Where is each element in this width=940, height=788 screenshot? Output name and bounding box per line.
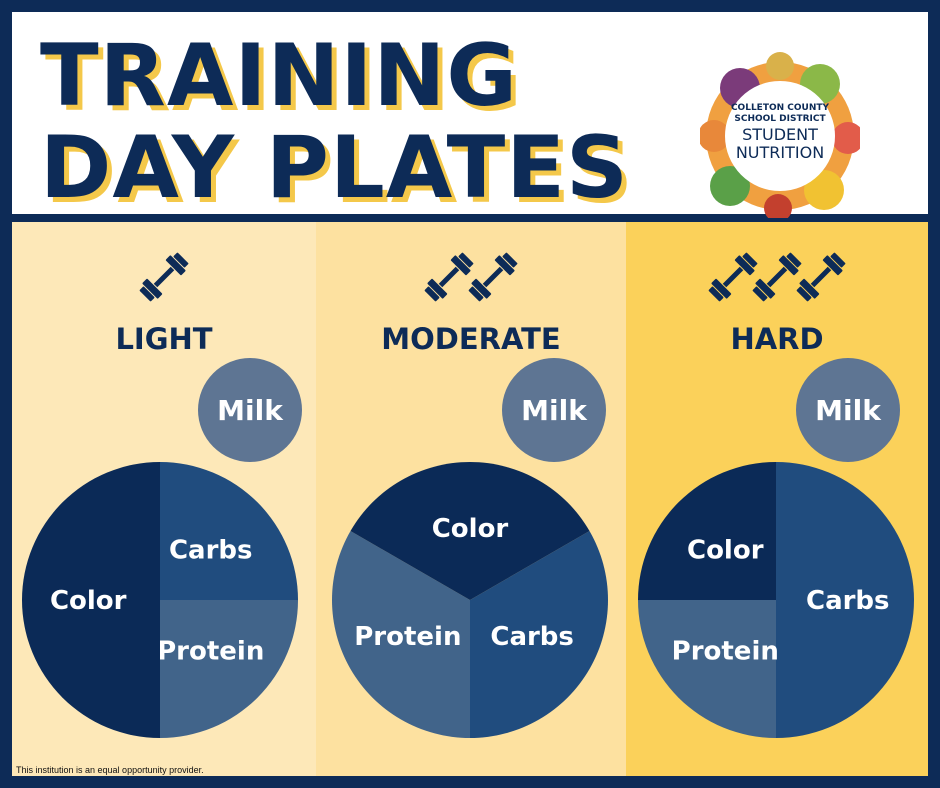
dumbbell-icon (752, 252, 802, 302)
pie-slice-protein (331, 531, 470, 738)
level-title: LIGHT (115, 322, 213, 356)
pie-label-carbs: Carbs (169, 535, 253, 565)
pie-slice-color (638, 462, 776, 600)
pie-label-protein: Protein (672, 637, 779, 667)
pie-label-color: Color (687, 535, 764, 565)
title-line-2: DAY PLATES (40, 118, 629, 218)
pie-label-carbs: Carbs (806, 586, 890, 616)
milk-circle: Milk (198, 358, 302, 462)
pie-label-protein: Protein (157, 637, 264, 667)
title-line-1: TRAINING (40, 26, 518, 126)
pie-slice-carbs (470, 531, 608, 738)
milk-circle: Milk (502, 358, 606, 462)
pie-slice-carbs (776, 462, 914, 738)
pie-slice-protein (638, 600, 776, 738)
pie-label-color: Color (50, 586, 127, 616)
student-nutrition-logo: COLLETON COUNTY SCHOOL DISTRICT STUDENT … (700, 52, 860, 218)
header: TRAINING DAY PLATES COLLETON COUNTY SCHO… (12, 12, 928, 218)
logo-line-3: STUDENT (742, 125, 818, 144)
level-title: HARD (730, 322, 824, 356)
pie-label-carbs: Carbs (490, 622, 574, 652)
dumbbell-icon (424, 252, 474, 302)
dumbbell-icons-moderate (424, 252, 518, 302)
pie-slice-color (22, 462, 160, 738)
logo-line-1: COLLETON COUNTY (731, 103, 830, 113)
pie-label-color: Color (432, 514, 509, 544)
logo-line-4: NUTRITION (736, 143, 824, 162)
dumbbell-icon (796, 252, 846, 302)
pie-slice-protein (160, 600, 298, 738)
dumbbell-icon (708, 252, 758, 302)
plate-pie-moderate: Carbs Protein Color (331, 462, 608, 738)
dumbbell-icons-light (139, 252, 189, 302)
pie-slice-carbs (160, 462, 298, 600)
dumbbell-icons-hard (708, 252, 846, 302)
dumbbell-icon (468, 252, 518, 302)
panel-moderate: MODERATE Milk Carbs Protein Color (316, 222, 626, 776)
pie-slice-color (350, 462, 590, 600)
level-title: MODERATE (381, 322, 561, 356)
plate-pie-hard: Carbs Protein Color (638, 462, 914, 738)
pie-label-protein: Protein (354, 622, 461, 652)
logo-line-2: SCHOOL DISTRICT (734, 114, 826, 124)
dumbbell-icon (139, 252, 189, 302)
plate-pie-light: Carbs Protein Color (22, 462, 298, 738)
milk-circle: Milk (796, 358, 900, 462)
equal-opportunity-note: This institution is an equal opportunity… (16, 765, 204, 775)
panel-light: LIGHT Milk Carbs Protein Color (12, 222, 316, 776)
panel-hard: HARD Milk Carbs Protein Color (626, 222, 928, 776)
